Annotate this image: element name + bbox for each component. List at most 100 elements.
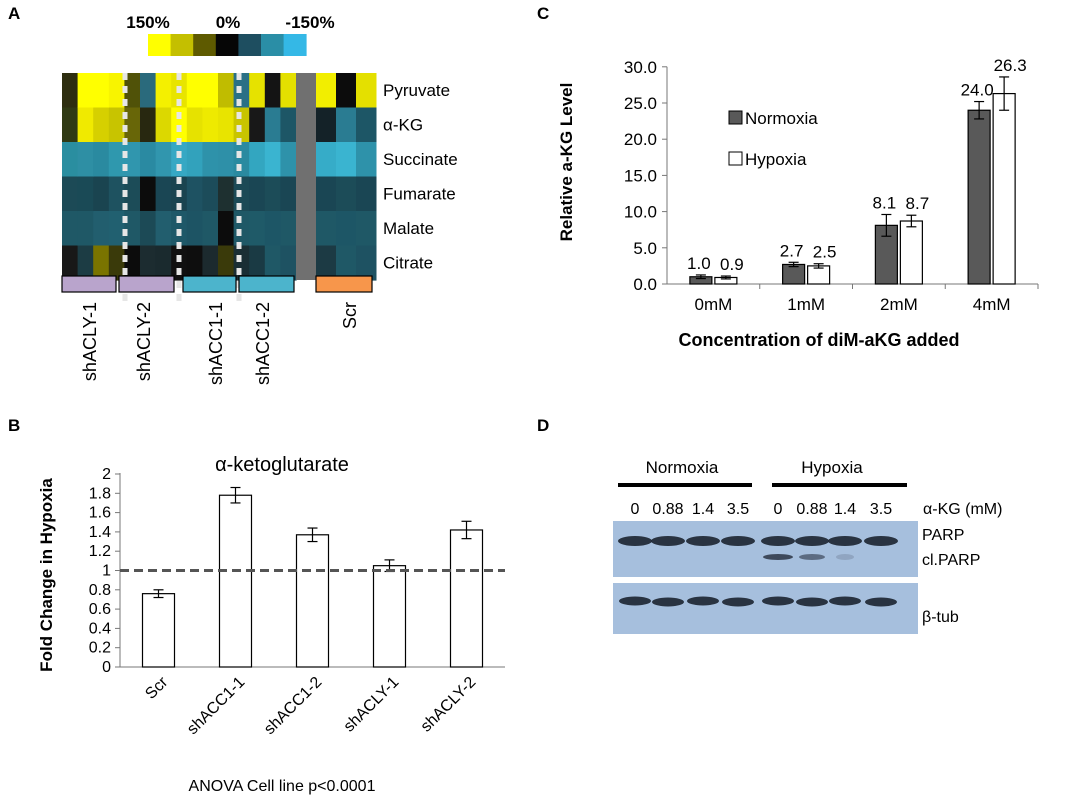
heatmap-cell [62, 245, 79, 281]
heatmap-cell [356, 107, 377, 143]
metabolite-label: Succinate [383, 150, 458, 169]
heatmap-cell [186, 73, 203, 109]
color-scale-bar [148, 34, 307, 56]
heatmap-cell [93, 211, 110, 247]
x-tick-label: 2mM [880, 295, 918, 314]
heatmap-cell [62, 107, 79, 143]
fold-change-chart: α-ketoglutarate Fold Change in Hypoxia 0… [37, 454, 505, 795]
heatmap-cell [356, 211, 377, 247]
heatmap-cell [108, 245, 125, 281]
cleaved-parp-band [799, 554, 825, 560]
heatmap-cell [280, 245, 297, 281]
heatmap-cell [140, 176, 157, 212]
group-label: shACC1-1 [206, 302, 226, 385]
tubulin-band [829, 596, 861, 606]
heatmap-cell [356, 176, 377, 212]
heatmap-cell [155, 142, 172, 178]
y-tick-label: 0.4 [89, 620, 111, 637]
western-blot-panel: Normoxia Hypoxia 0 0.88 1.4 3.5 0 0.88 1.4 3.5 … [613, 458, 1002, 634]
heatmap-cell [218, 176, 235, 212]
heatmap-cell [336, 211, 357, 247]
data-label: 2.5 [813, 243, 837, 262]
metabolite-label: α-KG [383, 116, 423, 135]
heatmap-cell [249, 73, 266, 109]
bar [141, 593, 176, 668]
x-tick-label: Scr [142, 673, 171, 702]
y-tick-label: 0.2 [89, 640, 111, 657]
heatmap-cell [218, 245, 235, 281]
y-tick-label: 1.8 [89, 485, 111, 502]
bar-hypoxia [899, 220, 923, 285]
heatmap-cell [93, 142, 110, 178]
data-label: 26.3 [994, 56, 1027, 75]
tubulin-band [687, 596, 719, 606]
heatmap-cell [316, 176, 337, 212]
tubulin-band [762, 596, 794, 606]
heatmap-separator-column [296, 73, 316, 280]
band-label-parp: PARP [922, 527, 964, 544]
concentration-label: 0.88 [796, 501, 827, 518]
data-label: 24.0 [961, 81, 994, 100]
metabolite-label: Fumarate [383, 185, 456, 204]
heatmap-cell [249, 245, 266, 281]
heatmap-cell [77, 211, 94, 247]
legend-swatch-hypoxia [728, 151, 743, 166]
scale-swatch [283, 34, 307, 56]
scale-swatch [238, 34, 262, 56]
cleaved-parp-band [836, 554, 854, 560]
heatmap-cell [155, 245, 172, 281]
heatmap-cell [264, 245, 281, 281]
akg-level-chart: Relative a-KG Level Concentration of diM… [557, 56, 1039, 350]
x-tick-label: shACLY-1 [341, 674, 403, 736]
heatmap-cell [77, 142, 94, 178]
heatmap-cell [93, 176, 110, 212]
legend-swatch-normoxia [728, 110, 743, 125]
condition-label-normoxia: Normoxia [646, 458, 719, 477]
heatmap-grid [62, 73, 377, 304]
scale-swatch [215, 34, 239, 56]
heatmap-cell [233, 245, 250, 281]
concentration-label: 0 [631, 501, 640, 518]
heatmap-cell [124, 245, 141, 281]
heatmap-cell [249, 107, 266, 143]
bar [295, 534, 330, 668]
parp-band [651, 536, 685, 546]
heatmap-cell [218, 142, 235, 178]
heatmap-cell [356, 245, 377, 281]
group-annotation: shACLY-1 shACLY-2 shACC1-1 shACC1-2 Scr [61, 275, 373, 385]
anova-footnote: ANOVA Cell line p<0.0001 [189, 778, 376, 795]
parp-band [828, 536, 862, 546]
tubulin-band [652, 597, 684, 607]
heatmap-cell [155, 176, 172, 212]
bar [449, 529, 484, 668]
heatmap-cell [218, 73, 235, 109]
bar [218, 494, 253, 668]
y-tick-label: 20.0 [624, 130, 657, 149]
x-tick-label: shACC1-1 [184, 674, 248, 738]
heatmap-cell [336, 142, 357, 178]
scale-label-high: 150% [126, 13, 169, 32]
tubulin-band [865, 597, 897, 607]
y-axis-label: Fold Change in Hypoxia [37, 478, 56, 672]
y-tick-label: 10.0 [624, 203, 657, 222]
heatmap-cell [202, 211, 219, 247]
heatmap-cell [140, 142, 157, 178]
heatmap-cell [77, 245, 94, 281]
heatmap-cell [62, 142, 79, 178]
parp-band [686, 536, 720, 546]
heatmap-cell [336, 73, 357, 109]
heatmap-cell [186, 211, 203, 247]
x-axis-label: Concentration of diM-aKG added [679, 330, 960, 350]
heatmap-cell [93, 245, 110, 281]
heatmap-cell [264, 211, 281, 247]
metabolite-label: Malate [383, 219, 434, 238]
y-tick-label: 25.0 [624, 94, 657, 113]
heatmap-cell [77, 73, 94, 109]
heatmap-cell [202, 73, 219, 109]
concentration-label: 3.5 [727, 501, 749, 518]
group-label: shACLY-1 [80, 302, 100, 381]
group-label: shACC1-2 [253, 302, 273, 385]
heatmap-cell [124, 211, 141, 247]
heatmap-cell [249, 176, 266, 212]
heatmap-cell [316, 211, 337, 247]
